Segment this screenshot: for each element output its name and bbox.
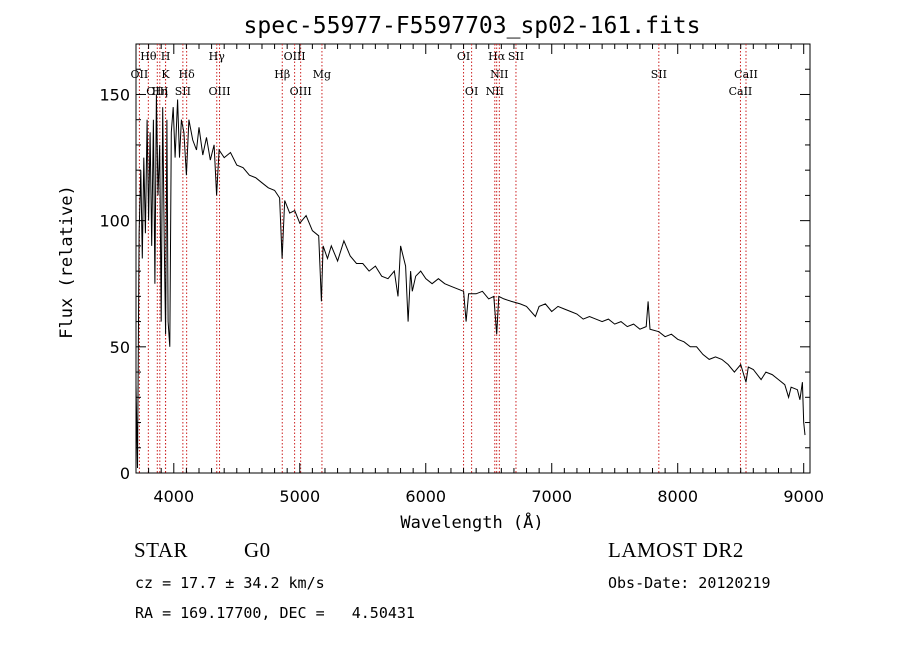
- y-axis-label: Flux (relative): [57, 185, 77, 339]
- observation-date: Obs-Date: 20120219: [608, 574, 771, 592]
- y-tick-label-0: 0: [120, 464, 130, 483]
- x-tick-label-0: 4000: [153, 487, 194, 506]
- x-tick-label-4: 8000: [657, 487, 698, 506]
- line-label-19: NII: [486, 85, 504, 98]
- line-label-2: OIII: [146, 85, 168, 98]
- survey-name: LAMOST DR2: [608, 538, 744, 562]
- coordinates: RA = 169.17700, DEC = 4.50431: [135, 604, 415, 622]
- axis-ticks: 4000 5000 6000 7000 8000 9000 0 50 100 150: [99, 43, 824, 506]
- line-label-18: NII: [490, 68, 508, 81]
- object-class: STAR: [134, 538, 188, 562]
- y-tick-label-3: 150: [99, 85, 130, 104]
- line-label-21: CaII: [734, 68, 758, 81]
- redshift-cz: cz = 17.7 ± 34.2 km/s: [135, 574, 325, 592]
- line-label-3: H: [161, 50, 171, 63]
- line-label-0: OII: [131, 68, 149, 81]
- x-tick-label-3: 7000: [531, 487, 572, 506]
- line-label-7: SII: [175, 85, 191, 98]
- line-label-8: Hγ: [209, 50, 226, 63]
- line-label-1: Hθ: [140, 50, 157, 63]
- x-tick-label-5: 9000: [783, 487, 824, 506]
- y-tick-label-1: 50: [110, 338, 130, 357]
- spectrum-line: [135, 94, 806, 469]
- line-label-13: Mg: [313, 68, 331, 81]
- y-tick-label-2: 100: [99, 212, 130, 231]
- line-label-6: Hδ: [179, 68, 196, 81]
- line-label-15: OI: [465, 85, 478, 98]
- emission-line-markers: OIIHθOIIIHKHηHδSIIHγOIIIOIIIHβOIIIMgOIOI…: [131, 44, 758, 473]
- line-label-20: SII: [651, 68, 667, 81]
- plot-frame: [135, 43, 811, 474]
- line-label-9: OIII: [208, 85, 230, 98]
- line-label-4: K: [161, 68, 170, 81]
- line-label-11: Hβ: [274, 68, 290, 81]
- line-label-14: OI: [457, 50, 470, 63]
- line-label-12: OIII: [290, 85, 312, 98]
- line-label-22: CaII: [729, 85, 753, 98]
- line-label-5: Hη: [152, 85, 168, 98]
- object-subclass: G0: [244, 538, 271, 562]
- chart-title: spec-55977-F5597703_sp02-161.fits: [244, 13, 701, 39]
- x-axis-label: Wavelength (Å): [400, 511, 543, 533]
- x-tick-label-2: 6000: [405, 487, 446, 506]
- x-tick-label-1: 5000: [279, 487, 320, 506]
- line-label-10: OIII: [284, 50, 306, 63]
- line-label-17: SII: [508, 50, 524, 63]
- line-label-16: Hα: [488, 50, 506, 63]
